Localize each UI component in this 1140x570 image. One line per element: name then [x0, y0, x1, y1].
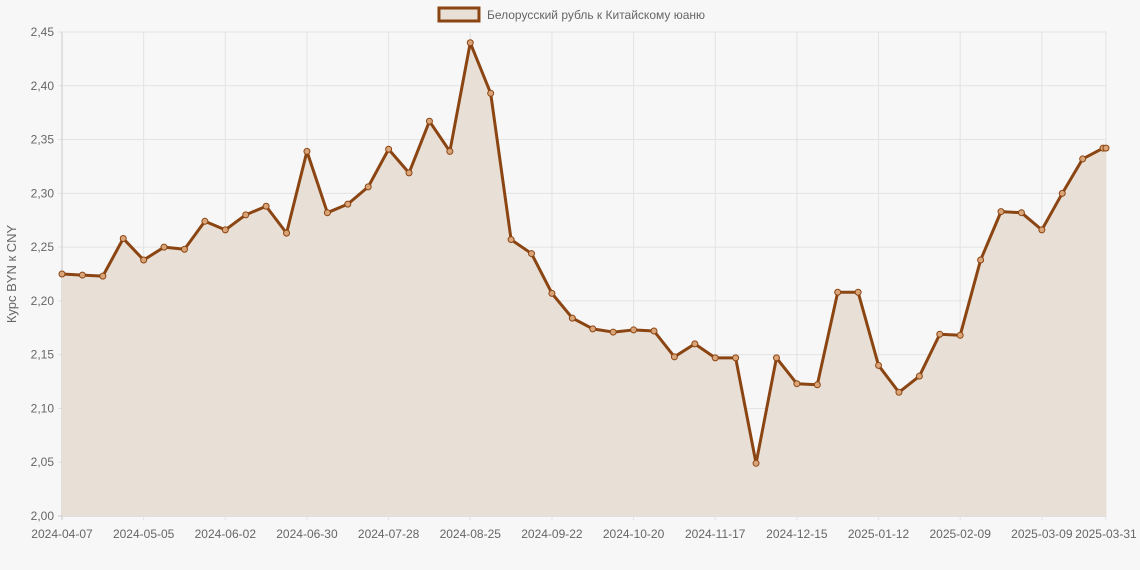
x-tick-label: 2025-03-31 [1075, 527, 1137, 541]
legend-label[interactable]: Белорусский рубль к Китайскому юаню [487, 8, 705, 22]
data-point [915, 372, 923, 380]
data-point [262, 202, 270, 210]
series-area-fill [62, 42, 1106, 516]
data-point [875, 361, 883, 369]
x-tick-label: 2024-11-17 [685, 527, 746, 541]
y-tick-label: 2,30 [31, 186, 55, 200]
data-point [1102, 144, 1110, 152]
data-point [1017, 209, 1025, 217]
data-point [854, 288, 862, 296]
data-point [58, 270, 66, 278]
data-point [78, 271, 86, 279]
data-point [323, 209, 331, 217]
data-point [344, 200, 352, 208]
x-tick-label: 2024-12-15 [766, 527, 828, 541]
data-point [609, 328, 617, 336]
y-tick-label: 2,45 [31, 25, 55, 39]
data-point [283, 229, 291, 237]
data-point [201, 217, 209, 225]
data-point [1079, 155, 1087, 163]
x-tick-label: 2024-08-25 [440, 527, 502, 541]
data-point [813, 381, 821, 389]
data-point [466, 39, 474, 47]
data-point [936, 330, 944, 338]
y-tick-label: 2,40 [31, 79, 55, 93]
data-point [793, 380, 801, 388]
data-point [956, 331, 964, 339]
data-point [732, 354, 740, 362]
data-point [630, 326, 638, 334]
y-axis-ticks: 2,00 2,05 2,10 2,15 2,20 2,25 2,30 2,35 2,40 2,45 [31, 25, 55, 523]
y-tick-label: 2,05 [31, 455, 55, 469]
data-point [528, 250, 536, 258]
y-axis-title: Курс BYN к CNY [4, 224, 19, 323]
x-tick-label: 2024-07-28 [358, 527, 420, 541]
data-point [670, 353, 678, 361]
x-tick-label: 2025-01-12 [848, 527, 910, 541]
legend-swatch[interactable] [437, 6, 481, 23]
data-point [160, 243, 168, 251]
data-point [140, 256, 148, 264]
y-tick-label: 2,20 [31, 294, 55, 308]
data-point [303, 147, 311, 155]
x-axis-ticks: 2024-04-07 2024-05-05 2024-06-02 2024-06-30… [31, 527, 1137, 541]
data-point [650, 327, 658, 335]
x-tick-label: 2024-09-22 [521, 527, 583, 541]
x-tick-label: 2024-06-02 [195, 527, 257, 541]
series-points [58, 39, 1110, 467]
data-point [1058, 189, 1066, 197]
data-point [385, 145, 393, 153]
data-point [977, 256, 985, 264]
y-tick-label: 2,00 [31, 509, 55, 523]
data-point [895, 388, 903, 396]
data-point [425, 117, 433, 125]
data-point [221, 226, 229, 234]
data-point [997, 208, 1005, 216]
data-point [180, 245, 188, 253]
data-point [752, 459, 760, 467]
data-point [487, 89, 495, 97]
x-tick-label: 2024-06-30 [276, 527, 338, 541]
x-tick-label: 2024-10-20 [603, 527, 665, 541]
data-point [772, 354, 780, 362]
data-point [507, 236, 515, 244]
y-tick-label: 2,25 [31, 240, 55, 254]
y-tick-label: 2,15 [31, 348, 55, 362]
x-tick-label: 2024-04-07 [31, 527, 93, 541]
data-point [364, 183, 372, 191]
data-point [711, 354, 719, 362]
y-tick-label: 2,35 [31, 133, 55, 147]
data-point [568, 314, 576, 322]
data-point [589, 325, 597, 333]
data-point [405, 169, 413, 177]
data-point [548, 289, 556, 297]
x-tick-label: 2024-05-05 [113, 527, 175, 541]
data-point [119, 235, 127, 243]
data-point [691, 340, 699, 348]
y-tick-label: 2,10 [31, 401, 55, 415]
x-tick-label: 2025-03-09 [1011, 527, 1073, 541]
data-point [446, 147, 454, 155]
x-tick-label: 2025-02-09 [929, 527, 991, 541]
legend[interactable]: Белорусский рубль к Китайскому юаню [437, 6, 705, 23]
data-point [834, 288, 842, 296]
data-point [99, 272, 107, 280]
data-point [1038, 226, 1046, 234]
data-point [242, 211, 250, 219]
